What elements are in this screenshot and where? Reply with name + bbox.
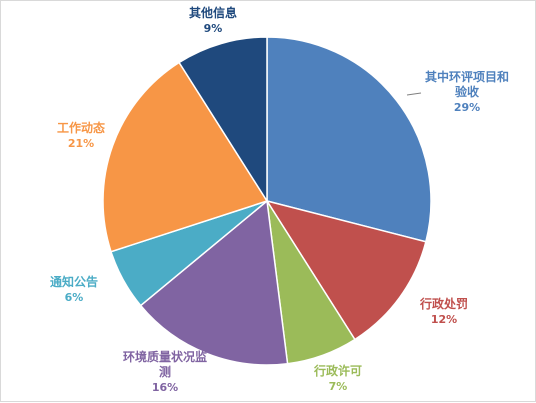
- slice-label-name-2-0: 行政许可: [313, 363, 362, 378]
- slice-label-pct-1: 12%: [431, 313, 457, 326]
- pie-slices: [102, 36, 432, 366]
- slice-label-name-1-0: 行政处罚: [419, 296, 468, 311]
- slice-label-pct-0: 29%: [454, 101, 480, 114]
- slice-label-name-6-0: 其他信息: [189, 5, 237, 20]
- pie-slice-5: [102, 61, 269, 253]
- slice-label-name-4-0: 通知公告: [50, 274, 98, 289]
- slice-label-pct-3: 16%: [152, 381, 178, 394]
- slice-label-name-3-1: 测: [159, 364, 171, 379]
- pie-slice-1: [265, 199, 427, 341]
- pie-slice-0: [266, 36, 432, 243]
- pie-slice-6: [178, 36, 268, 204]
- slice-label-pct-6: 9%: [204, 22, 223, 35]
- slice-label-name-0-0: 其中环评项目和: [425, 69, 509, 84]
- slice-label-name-0-1: 验收: [455, 84, 479, 99]
- slice-label-pct-2: 7%: [329, 380, 348, 393]
- leader-lines: [406, 92, 422, 96]
- slice-label-pct-5: 21%: [68, 137, 94, 150]
- slice-label-pct-4: 6%: [65, 291, 84, 304]
- pie-slice-3: [139, 199, 289, 366]
- slice-label-name-5-0: 工作动态: [57, 120, 105, 135]
- slice-label-name-3-0: 环境质量状况监: [123, 349, 207, 364]
- leader-line-0: [406, 92, 422, 96]
